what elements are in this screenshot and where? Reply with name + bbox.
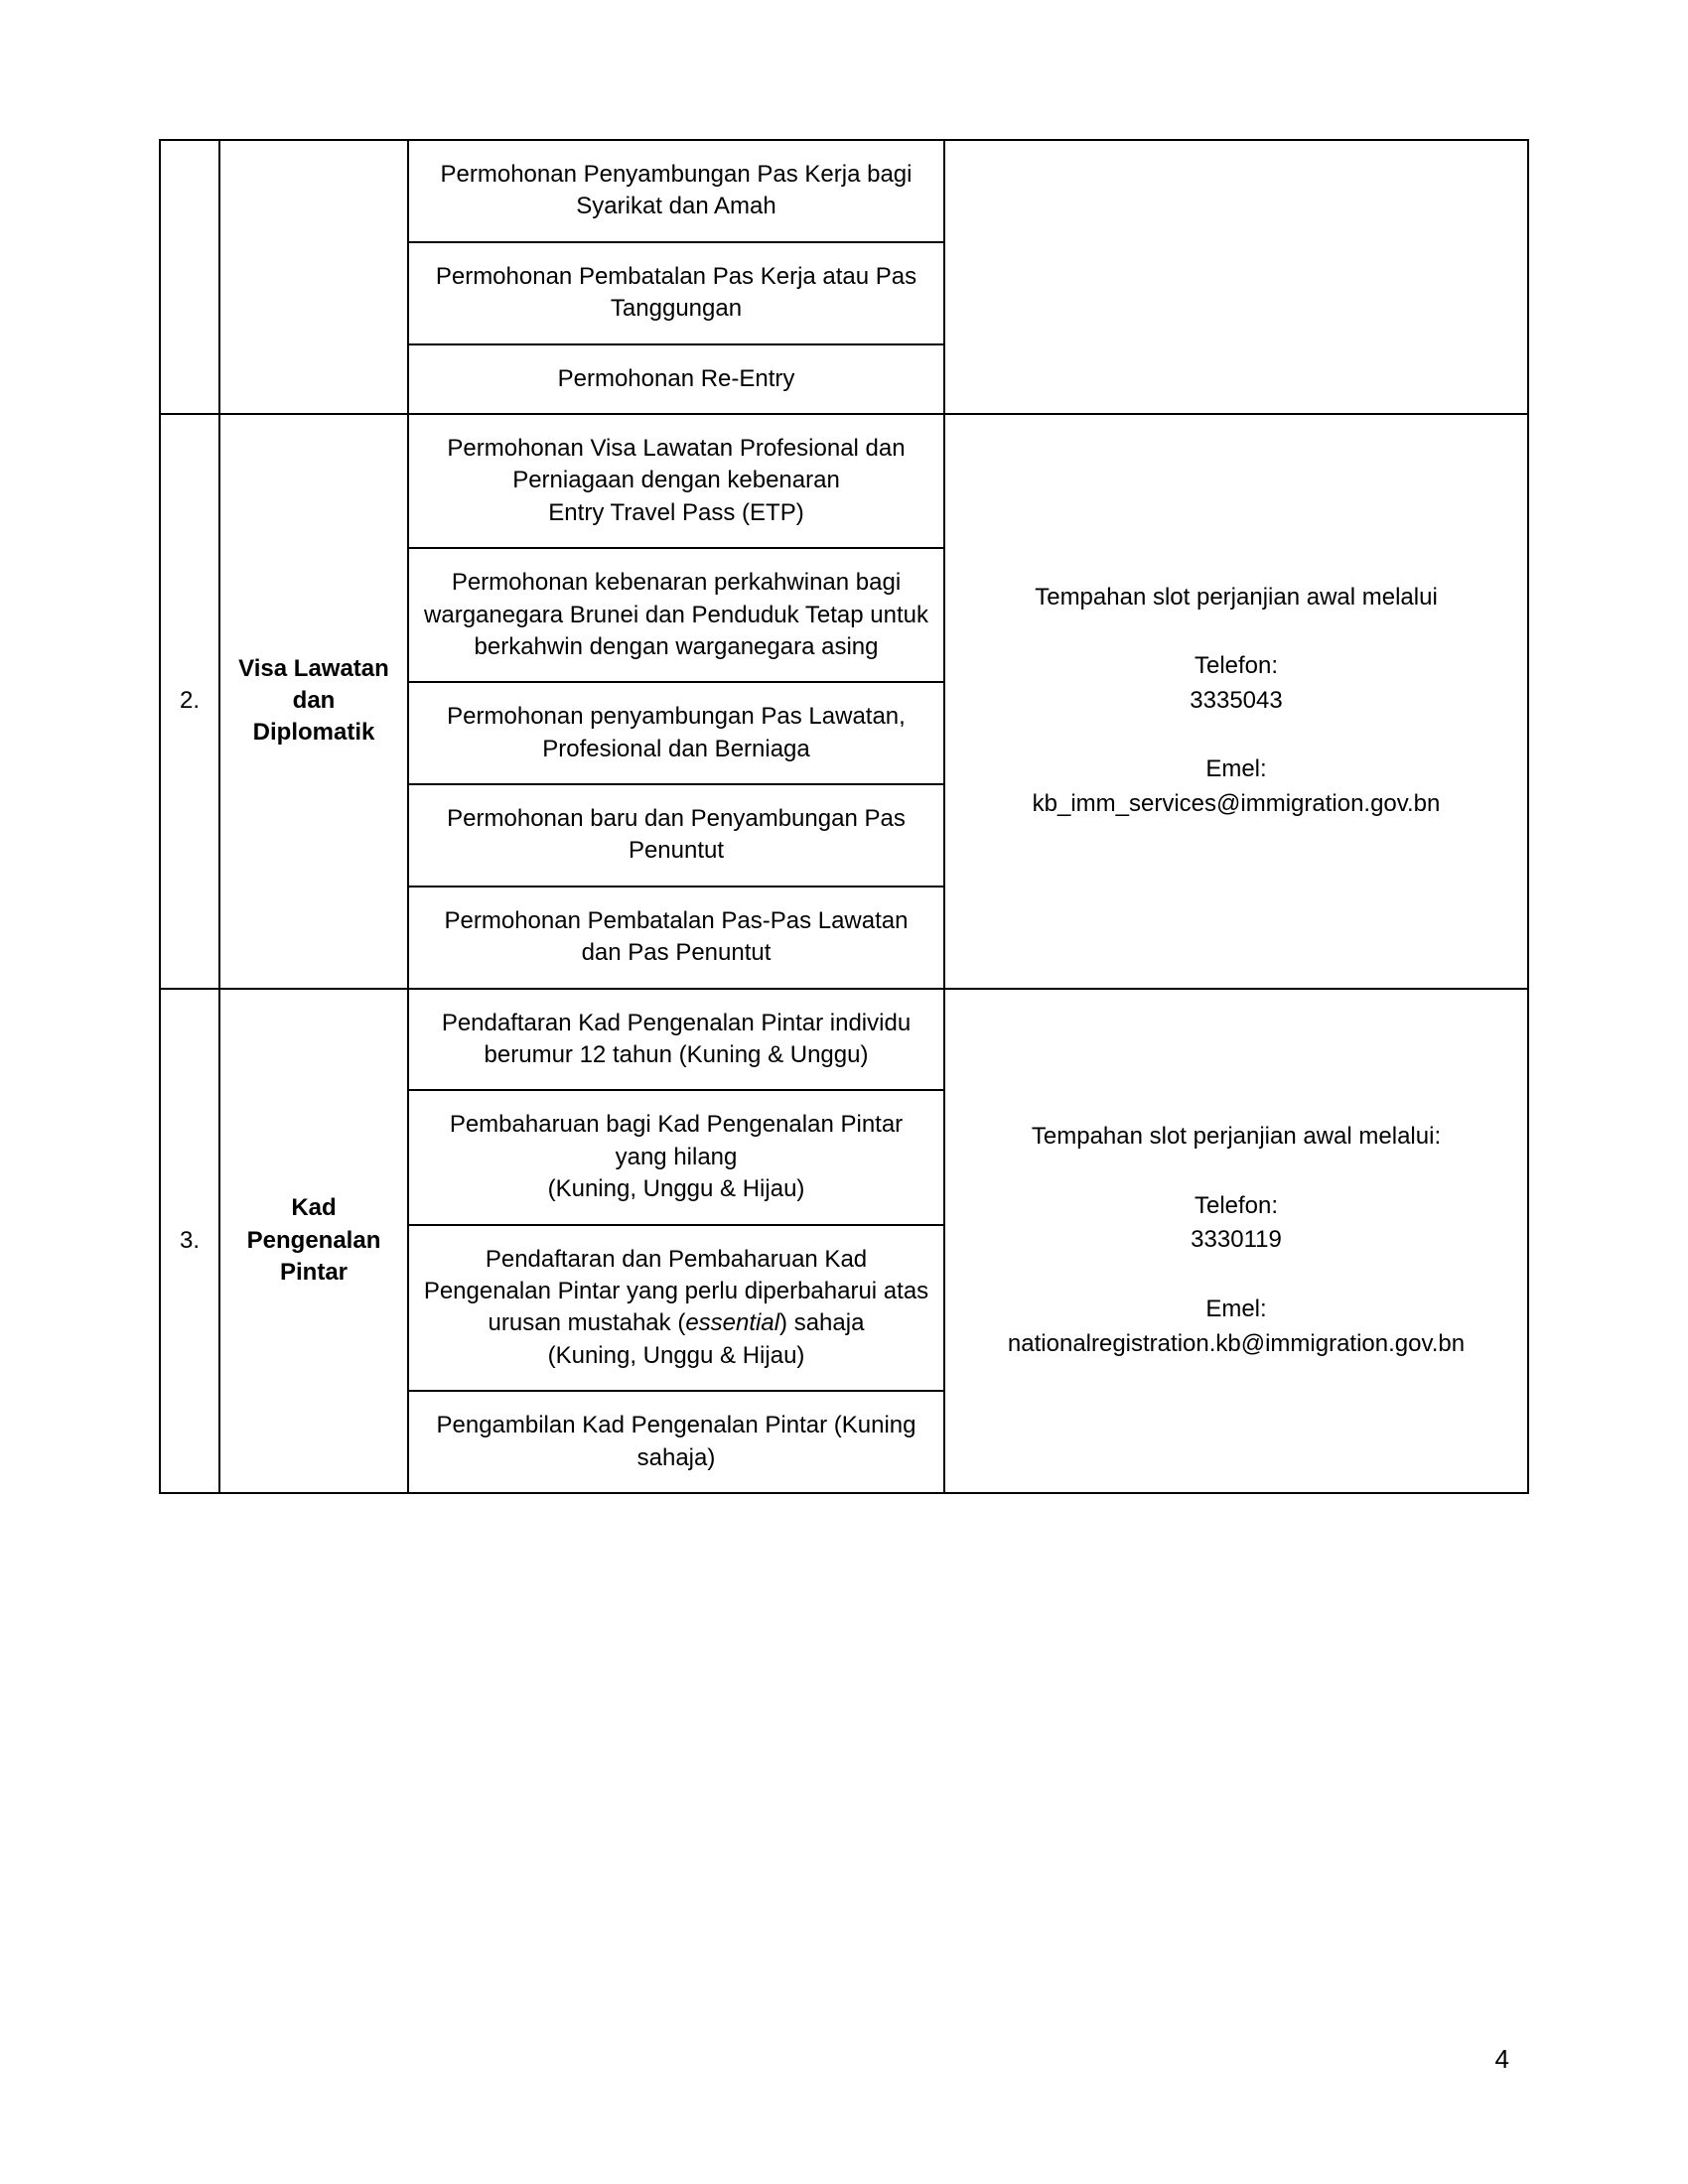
service-cell: Permohonan Pembatalan Pas Kerja atau Pas…: [408, 242, 944, 344]
service-cell: Permohonan kebenaran perkahwinan bagi wa…: [408, 548, 944, 682]
service-cell: Pendaftaran Kad Pengenalan Pintar indivi…: [408, 989, 944, 1091]
table-row: Permohonan Penyambungan Pas Kerja bagi S…: [160, 140, 1528, 242]
service-cell: Permohonan Re-Entry: [408, 344, 944, 414]
contact-phone-label: Telefon:: [1195, 1192, 1278, 1219]
category-empty: [219, 140, 408, 414]
contact-email: kb_imm_services@immigration.gov.bn: [1033, 790, 1441, 817]
document-page: Permohonan Penyambungan Pas Kerja bagi S…: [0, 0, 1688, 1554]
service-cell: Permohonan Pembatalan Pas-Pas Lawatan da…: [408, 887, 944, 989]
service-cell: Pengambilan Kad Pengenalan Pintar (Kunin…: [408, 1391, 944, 1493]
row-number: 3.: [160, 989, 219, 1493]
contact-empty: [944, 140, 1528, 414]
row-number-empty: [160, 140, 219, 414]
table-row: 2. Visa Lawatan dan Diplomatik Permohona…: [160, 414, 1528, 548]
contact-phone-label: Telefon:: [1195, 652, 1278, 679]
contact-cell: Tempahan slot perjanjian awal melalui Te…: [944, 414, 1528, 989]
service-cell: Pendaftaran dan Pembaharuan Kad Pengenal…: [408, 1225, 944, 1392]
service-cell: Permohonan Visa Lawatan Profesional dan …: [408, 414, 944, 548]
services-table: Permohonan Penyambungan Pas Kerja bagi S…: [159, 139, 1529, 1494]
contact-phone: 3330119: [1191, 1226, 1282, 1253]
page-number: 4: [1495, 2044, 1509, 2075]
contact-cell: Tempahan slot perjanjian awal melalui: T…: [944, 989, 1528, 1493]
category-label: Kad Pengenalan Pintar: [219, 989, 408, 1493]
contact-intro: Tempahan slot perjanjian awal melalui: [1035, 584, 1438, 611]
contact-phone: 3335043: [1190, 687, 1282, 714]
service-cell: Permohonan penyambungan Pas Lawatan, Pro…: [408, 682, 944, 784]
row-number: 2.: [160, 414, 219, 989]
category-label: Visa Lawatan dan Diplomatik: [219, 414, 408, 989]
service-cell: Permohonan Penyambungan Pas Kerja bagi S…: [408, 140, 944, 242]
contact-email: nationalregistration.kb@immigration.gov.…: [1008, 1330, 1465, 1357]
service-cell: Pembaharuan bagi Kad Pengenalan Pintarya…: [408, 1090, 944, 1224]
service-cell: Permohonan baru dan Penyambungan Pas Pen…: [408, 784, 944, 887]
table-row: 3. Kad Pengenalan Pintar Pendaftaran Kad…: [160, 989, 1528, 1091]
contact-email-label: Emel:: [1205, 755, 1266, 782]
service-text-italic: essential: [685, 1309, 779, 1336]
contact-email-label: Emel:: [1205, 1296, 1266, 1322]
contact-intro: Tempahan slot perjanjian awal melalui:: [1032, 1123, 1441, 1150]
